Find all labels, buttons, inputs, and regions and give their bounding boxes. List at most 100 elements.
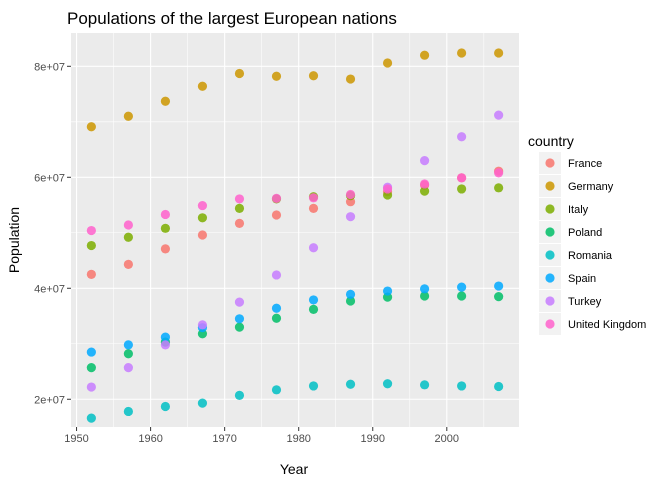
point-turkey xyxy=(308,243,319,253)
point-united-kingdom xyxy=(308,193,319,203)
legend-marker-turkey xyxy=(545,296,555,306)
point-italy xyxy=(160,223,171,233)
point-italy xyxy=(457,184,467,194)
point-turkey xyxy=(345,212,356,222)
legend-marker-poland xyxy=(545,227,555,237)
point-france xyxy=(234,218,245,228)
legend-label-romania: Romania xyxy=(568,250,613,262)
point-romania xyxy=(197,398,208,408)
y-tick-label: 8e+07 xyxy=(34,61,65,73)
point-poland xyxy=(123,349,133,359)
point-romania xyxy=(271,385,282,395)
x-tick-label: 1990 xyxy=(361,433,385,445)
point-united-kingdom xyxy=(457,173,467,183)
point-romania xyxy=(457,381,467,391)
legend-label-spain: Spain xyxy=(568,273,596,285)
legend: country France Germany Italy Poland Romania S… xyxy=(528,133,646,335)
point-romania xyxy=(494,381,504,392)
point-spain xyxy=(494,281,504,291)
point-germany xyxy=(86,122,96,132)
point-spain xyxy=(419,284,430,294)
point-turkey xyxy=(197,320,208,330)
point-united-kingdom xyxy=(123,220,133,230)
point-spain xyxy=(457,282,467,292)
point-italy xyxy=(86,240,96,251)
x-axis-title: Year xyxy=(280,461,309,477)
point-romania xyxy=(382,379,393,389)
legend-label-france: France xyxy=(568,158,602,170)
point-romania xyxy=(419,380,430,390)
point-germany xyxy=(160,96,171,106)
legend-marker-united-kingdom xyxy=(545,319,555,329)
point-italy xyxy=(419,186,430,196)
point-germany xyxy=(345,74,356,84)
point-germany xyxy=(494,48,504,58)
point-turkey xyxy=(123,363,133,373)
point-united-kingdom xyxy=(160,209,171,220)
point-poland xyxy=(271,313,282,323)
point-germany xyxy=(308,71,319,81)
point-turkey xyxy=(271,270,282,280)
point-united-kingdom xyxy=(494,168,504,178)
legend-title: country xyxy=(528,133,574,149)
point-germany xyxy=(457,48,467,58)
legend-items: France Germany Italy Poland Romania Spain Turk… xyxy=(539,152,646,335)
point-romania xyxy=(123,406,133,417)
point-poland xyxy=(457,291,467,301)
point-romania xyxy=(345,379,356,389)
point-italy xyxy=(123,232,133,242)
point-spain xyxy=(271,303,282,313)
point-italy xyxy=(197,213,208,223)
point-poland xyxy=(419,291,430,301)
major-gridlines xyxy=(71,33,519,427)
point-france xyxy=(86,269,96,279)
point-united-kingdom xyxy=(419,179,430,189)
point-romania xyxy=(86,413,96,423)
point-turkey xyxy=(419,156,430,166)
point-turkey xyxy=(160,340,171,350)
point-italy xyxy=(234,203,245,213)
minor-gridlines xyxy=(71,33,519,427)
x-axis-ticks: 1950 1960 1970 1980 1990 2000 xyxy=(64,427,459,445)
plot-panel xyxy=(71,33,519,427)
point-romania xyxy=(234,390,245,400)
point-turkey xyxy=(457,132,467,142)
legend-label-italy: Italy xyxy=(568,204,589,216)
point-spain xyxy=(123,340,133,350)
point-spain xyxy=(345,289,356,299)
point-united-kingdom xyxy=(86,225,96,236)
point-united-kingdom xyxy=(382,184,393,194)
point-italy xyxy=(494,183,504,193)
point-germany xyxy=(123,111,133,121)
point-romania xyxy=(308,381,319,391)
point-united-kingdom xyxy=(197,200,208,211)
point-turkey xyxy=(86,382,96,392)
point-poland xyxy=(494,291,504,302)
point-united-kingdom xyxy=(345,189,356,200)
legend-marker-france xyxy=(545,158,555,168)
y-tick-label: 4e+07 xyxy=(34,283,65,295)
point-united-kingdom xyxy=(271,193,282,203)
point-turkey xyxy=(234,297,245,307)
point-germany xyxy=(382,58,393,68)
point-poland xyxy=(234,322,245,332)
y-tick-label: 6e+07 xyxy=(34,172,65,184)
point-germany xyxy=(419,50,430,60)
y-axis-ticks: 2e+07 4e+07 6e+07 8e+07 xyxy=(34,61,71,406)
point-united-kingdom xyxy=(234,194,245,204)
point-poland xyxy=(308,304,319,314)
point-germany xyxy=(234,68,245,79)
point-germany xyxy=(197,81,208,91)
legend-label-poland: Poland xyxy=(568,227,602,239)
point-poland xyxy=(345,296,356,306)
legend-marker-italy xyxy=(545,204,555,214)
point-france xyxy=(308,203,319,213)
point-turkey xyxy=(494,110,504,120)
legend-marker-germany xyxy=(545,181,555,191)
point-spain xyxy=(234,314,245,324)
chart-title: Populations of the largest European nati… xyxy=(67,9,397,28)
legend-label-germany: Germany xyxy=(568,181,614,193)
point-germany xyxy=(271,71,282,81)
